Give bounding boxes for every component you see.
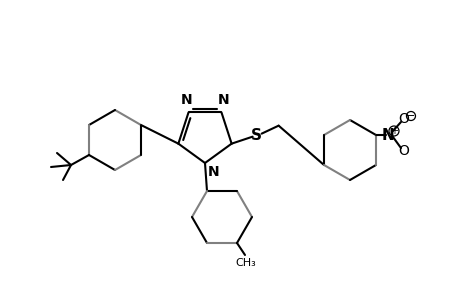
Text: N: N bbox=[381, 128, 393, 142]
Text: O: O bbox=[397, 144, 409, 158]
Text: S: S bbox=[251, 128, 262, 143]
Text: N: N bbox=[217, 93, 229, 107]
Text: −: − bbox=[405, 111, 415, 121]
Text: +: + bbox=[389, 126, 397, 136]
Text: N: N bbox=[180, 93, 192, 107]
Text: CH₃: CH₃ bbox=[235, 258, 256, 268]
Text: N: N bbox=[207, 165, 219, 179]
Text: O: O bbox=[397, 112, 409, 126]
